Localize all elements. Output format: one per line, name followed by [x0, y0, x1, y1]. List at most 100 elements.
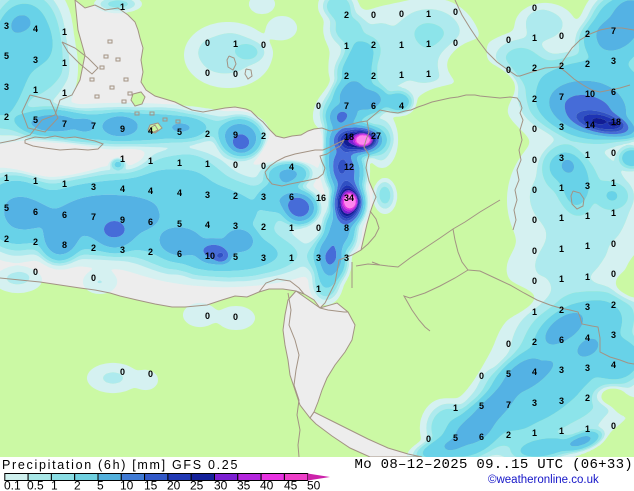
- svg-text:1: 1: [585, 211, 590, 221]
- svg-text:1: 1: [233, 39, 238, 49]
- svg-text:3: 3: [344, 253, 349, 263]
- svg-text:2: 2: [371, 40, 376, 50]
- svg-text:1: 1: [611, 178, 616, 188]
- svg-text:3: 3: [559, 365, 564, 375]
- svg-text:1: 1: [120, 154, 125, 164]
- svg-text:1: 1: [289, 253, 294, 263]
- svg-text:1: 1: [559, 426, 564, 436]
- svg-text:1: 1: [559, 183, 564, 193]
- svg-text:6: 6: [148, 217, 153, 227]
- svg-text:3: 3: [4, 82, 9, 92]
- svg-text:2: 2: [205, 129, 210, 139]
- svg-text:3: 3: [261, 253, 266, 263]
- svg-text:9: 9: [233, 130, 238, 140]
- svg-text:1: 1: [62, 27, 67, 37]
- svg-text:1: 1: [4, 173, 9, 183]
- svg-text:2: 2: [559, 61, 564, 71]
- svg-text:4: 4: [289, 162, 294, 172]
- svg-text:5: 5: [4, 51, 9, 61]
- svg-text:6: 6: [559, 335, 564, 345]
- svg-text:5: 5: [453, 433, 458, 443]
- svg-text:4: 4: [611, 360, 616, 370]
- svg-text:7: 7: [344, 101, 349, 111]
- svg-text:2: 2: [33, 237, 38, 247]
- svg-text:0: 0: [91, 273, 96, 283]
- svg-text:1: 1: [62, 58, 67, 68]
- svg-text:4: 4: [585, 333, 590, 343]
- svg-text:2: 2: [532, 337, 537, 347]
- svg-text:2: 2: [559, 305, 564, 315]
- svg-text:0: 0: [532, 185, 537, 195]
- svg-text:2: 2: [91, 243, 96, 253]
- svg-text:5: 5: [506, 369, 511, 379]
- svg-text:1: 1: [62, 179, 67, 189]
- svg-text:1: 1: [532, 428, 537, 438]
- svg-text:14: 14: [585, 120, 595, 130]
- svg-text:4: 4: [33, 24, 38, 34]
- svg-text:0: 0: [371, 10, 376, 20]
- svg-text:0: 0: [453, 38, 458, 48]
- svg-text:6: 6: [62, 210, 67, 220]
- svg-text:5: 5: [33, 115, 38, 125]
- svg-text:3: 3: [205, 190, 210, 200]
- svg-text:0: 0: [316, 101, 321, 111]
- svg-text:7: 7: [91, 121, 96, 131]
- svg-text:0: 0: [399, 9, 404, 19]
- svg-text:1: 1: [148, 156, 153, 166]
- svg-text:2: 2: [506, 430, 511, 440]
- svg-text:7: 7: [506, 400, 511, 410]
- svg-text:4: 4: [205, 220, 210, 230]
- svg-text:3: 3: [585, 181, 590, 191]
- svg-text:0: 0: [506, 339, 511, 349]
- svg-text:1: 1: [559, 244, 564, 254]
- svg-text:2: 2: [233, 191, 238, 201]
- svg-text:6: 6: [289, 192, 294, 202]
- svg-text:5: 5: [233, 252, 238, 262]
- svg-text:6: 6: [33, 207, 38, 217]
- svg-text:1: 1: [585, 150, 590, 160]
- svg-text:0: 0: [611, 148, 616, 158]
- svg-text:2: 2: [4, 234, 9, 244]
- svg-text:7: 7: [91, 212, 96, 222]
- svg-text:5: 5: [479, 401, 484, 411]
- svg-text:0: 0: [233, 160, 238, 170]
- svg-text:0: 0: [233, 312, 238, 322]
- svg-text:0: 0: [261, 161, 266, 171]
- svg-text:7: 7: [62, 119, 67, 129]
- svg-text:4: 4: [120, 184, 125, 194]
- svg-text:1: 1: [344, 41, 349, 51]
- svg-text:4: 4: [148, 126, 153, 136]
- svg-text:8: 8: [62, 240, 67, 250]
- svg-text:0: 0: [559, 31, 564, 41]
- svg-text:0: 0: [205, 311, 210, 321]
- svg-text:1: 1: [532, 33, 537, 43]
- svg-text:18: 18: [611, 117, 621, 127]
- svg-text:3: 3: [91, 182, 96, 192]
- svg-text:3: 3: [261, 192, 266, 202]
- svg-text:1: 1: [33, 85, 38, 95]
- svg-text:0: 0: [611, 421, 616, 431]
- svg-text:0: 0: [479, 371, 484, 381]
- svg-text:1: 1: [453, 403, 458, 413]
- svg-text:0: 0: [426, 434, 431, 444]
- svg-text:0: 0: [261, 40, 266, 50]
- svg-text:2: 2: [148, 247, 153, 257]
- svg-text:7: 7: [611, 26, 616, 36]
- svg-text:1: 1: [120, 2, 125, 12]
- svg-text:2: 2: [371, 71, 376, 81]
- svg-text:3: 3: [585, 363, 590, 373]
- svg-text:4: 4: [399, 101, 404, 111]
- svg-text:0: 0: [205, 68, 210, 78]
- svg-text:3: 3: [585, 302, 590, 312]
- svg-text:0: 0: [611, 269, 616, 279]
- svg-text:0: 0: [316, 223, 321, 233]
- svg-text:3: 3: [559, 122, 564, 132]
- svg-text:0: 0: [532, 215, 537, 225]
- svg-text:0: 0: [205, 38, 210, 48]
- svg-text:3: 3: [316, 253, 321, 263]
- svg-text:8: 8: [344, 223, 349, 233]
- svg-text:1: 1: [399, 40, 404, 50]
- svg-text:1: 1: [611, 208, 616, 218]
- svg-text:10: 10: [585, 89, 595, 99]
- svg-text:1: 1: [426, 9, 431, 19]
